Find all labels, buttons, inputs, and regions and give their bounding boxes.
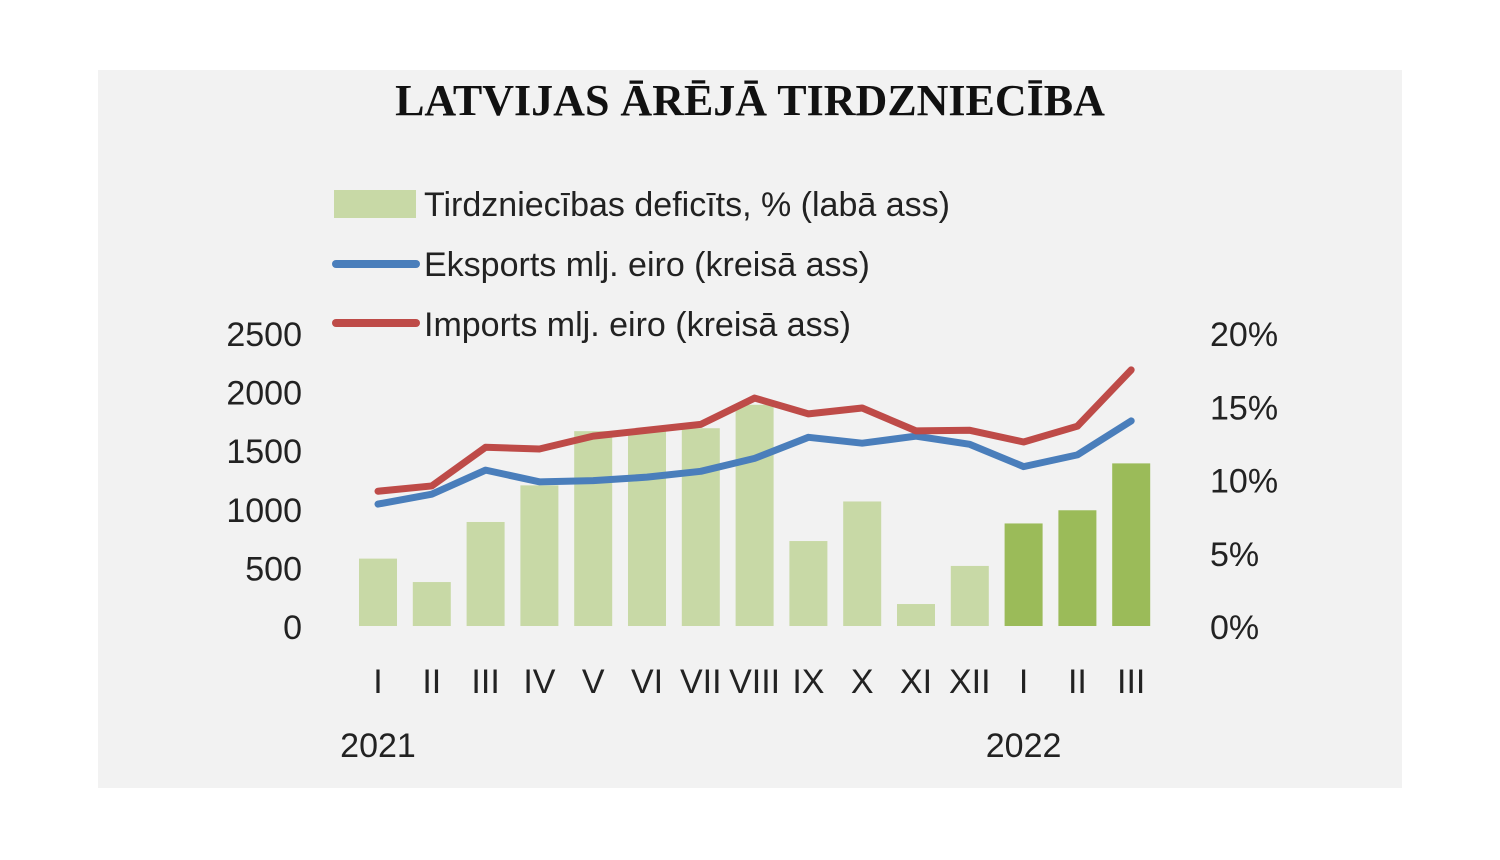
- bar-deficit-13: [1058, 510, 1097, 626]
- right-tick-label: 10%: [1210, 463, 1278, 501]
- x-tick-label: IV: [523, 663, 555, 701]
- bar-deficit-11: [950, 565, 989, 626]
- right-tick-label: 20%: [1210, 316, 1278, 354]
- legend-label-deficit: Tirdzniecības deficīts, % (labā ass): [424, 186, 950, 224]
- x-tick-label: VII: [680, 663, 722, 701]
- bar-deficit-8: [789, 541, 828, 626]
- x-tick-label: XII: [949, 663, 991, 701]
- x-tick-label: VIII: [729, 663, 780, 701]
- bar-deficit-5: [628, 431, 666, 626]
- left-tick-label: 1500: [226, 433, 302, 471]
- bar-deficit-2: [466, 521, 505, 626]
- left-tick-label: 500: [245, 550, 302, 588]
- right-tick-label: 5%: [1210, 536, 1259, 574]
- x-tick-label: IX: [792, 663, 824, 701]
- bar-deficit-14: [1112, 463, 1151, 626]
- x-tick-label: V: [582, 663, 605, 701]
- legend-label-exports: Eksports mlj. eiro (kreisā ass): [424, 246, 870, 284]
- x-tick-label: II: [422, 663, 441, 701]
- x-tick-label: XI: [900, 663, 932, 701]
- year-label: 2022: [986, 727, 1062, 765]
- left-tick-label: 2000: [226, 375, 302, 413]
- bar-deficit-10: [897, 604, 935, 626]
- x-tick-label: VI: [631, 663, 663, 701]
- left-tick-label: 2500: [226, 316, 302, 354]
- left-tick-label: 1000: [226, 492, 302, 530]
- bar-deficit-1: [412, 582, 451, 626]
- legend-label-imports: Imports mlj. eiro (kreisā ass): [424, 306, 851, 344]
- right-tick-label: 0%: [1210, 609, 1259, 647]
- bar-deficit-3: [520, 485, 559, 626]
- legend-swatch-deficit: [334, 190, 416, 218]
- legend: Tirdzniecības deficīts, % (labā ass) Eks…: [332, 186, 950, 344]
- x-tick-label: I: [373, 663, 382, 701]
- x-tick-label: II: [1068, 663, 1087, 701]
- bar-deficit-9: [843, 501, 882, 626]
- chart-title: LATVIJAS ĀRĒJĀ TIRDZNIECĪBA: [395, 76, 1105, 125]
- bar-deficit-7: [735, 404, 774, 626]
- x-tick-label: III: [471, 663, 499, 701]
- bar-deficit-0: [359, 558, 397, 626]
- year-label: 2021: [340, 727, 416, 765]
- left-tick-label: 0: [283, 609, 302, 647]
- right-tick-label: 15%: [1210, 389, 1278, 427]
- x-tick-label: I: [1019, 663, 1028, 701]
- bar-deficit-4: [574, 431, 613, 626]
- bar-deficit-12: [1004, 523, 1043, 626]
- bar-deficit-6: [681, 428, 720, 626]
- x-tick-label: III: [1117, 663, 1145, 701]
- x-tick-label: X: [851, 663, 874, 701]
